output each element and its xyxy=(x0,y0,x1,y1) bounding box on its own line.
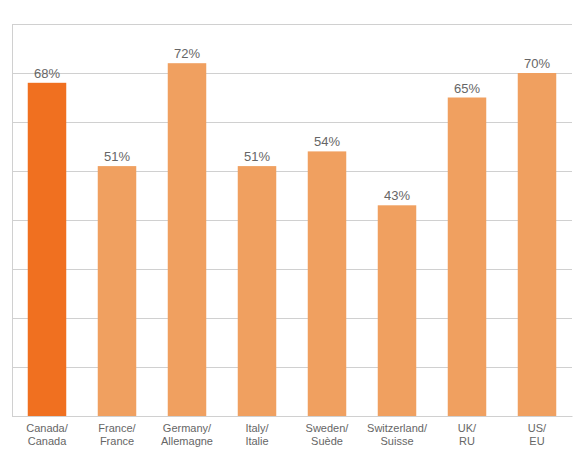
x-tick-label: US/EU xyxy=(528,422,547,447)
grid-line xyxy=(12,24,572,25)
x-tick: Germany/Allemagne xyxy=(161,422,213,447)
y-tick xyxy=(12,367,572,368)
y-tick xyxy=(12,318,572,319)
bar xyxy=(238,166,277,416)
x-tick: Sweden/Suède xyxy=(306,422,350,447)
data-label: 51% xyxy=(104,149,130,164)
data-labels: 68% 51% 72% 51% 54% 43% 65% 70% xyxy=(34,46,550,203)
grid-line xyxy=(12,367,572,368)
bar xyxy=(448,98,487,417)
y-tick xyxy=(12,269,572,270)
y-tick xyxy=(12,24,572,25)
x-tick-label: UK/RU xyxy=(458,422,477,447)
bar xyxy=(98,166,137,416)
x-axis: Canada/Canada France/France Germany/Allema… xyxy=(13,417,573,448)
y-tick xyxy=(12,122,572,123)
y-tick xyxy=(12,171,572,172)
grid-line xyxy=(12,220,572,221)
bar xyxy=(28,83,67,416)
data-label: 72% xyxy=(174,46,200,61)
x-tick: US/EU xyxy=(528,422,547,447)
x-tick: Italy/Italie xyxy=(245,422,269,447)
x-tick: Switzerland/Suisse xyxy=(367,422,428,447)
data-label: 70% xyxy=(524,56,550,71)
grid-line xyxy=(12,416,572,417)
bar xyxy=(518,73,557,416)
y-tick xyxy=(12,220,572,221)
chart: Canada/Canada France/France Germany/Allema… xyxy=(0,0,584,462)
grid-line xyxy=(12,269,572,270)
y-axis-line xyxy=(13,25,573,417)
x-tick-label: France/France xyxy=(98,422,136,447)
data-label: 43% xyxy=(384,188,410,203)
bar xyxy=(378,205,417,416)
grid-line xyxy=(12,122,572,123)
bar xyxy=(308,151,347,416)
data-label: 65% xyxy=(454,81,480,96)
data-label: 68% xyxy=(34,66,60,81)
x-axis-line xyxy=(13,416,573,417)
grid-line xyxy=(12,171,572,172)
x-tick: Canada/Canada xyxy=(26,422,69,447)
bar xyxy=(168,63,207,416)
y-tick xyxy=(12,416,572,417)
y-tick xyxy=(12,73,572,74)
bars xyxy=(28,63,557,416)
plot: Canada/Canada France/France Germany/Allema… xyxy=(12,25,573,448)
y-axis xyxy=(12,25,572,417)
data-label: 54% xyxy=(314,134,340,149)
x-tick-label: Sweden/Suède xyxy=(306,422,350,447)
x-tick-label: Canada/Canada xyxy=(26,422,69,447)
x-tick: UK/RU xyxy=(458,422,477,447)
data-label: 51% xyxy=(244,149,270,164)
x-tick-label: Switzerland/Suisse xyxy=(367,422,428,447)
grid-line xyxy=(12,318,572,319)
x-tick-label: Germany/Allemagne xyxy=(161,422,213,447)
grid-line xyxy=(12,73,572,74)
x-tick-label: Italy/Italie xyxy=(245,422,269,447)
x-tick: France/France xyxy=(98,422,136,447)
